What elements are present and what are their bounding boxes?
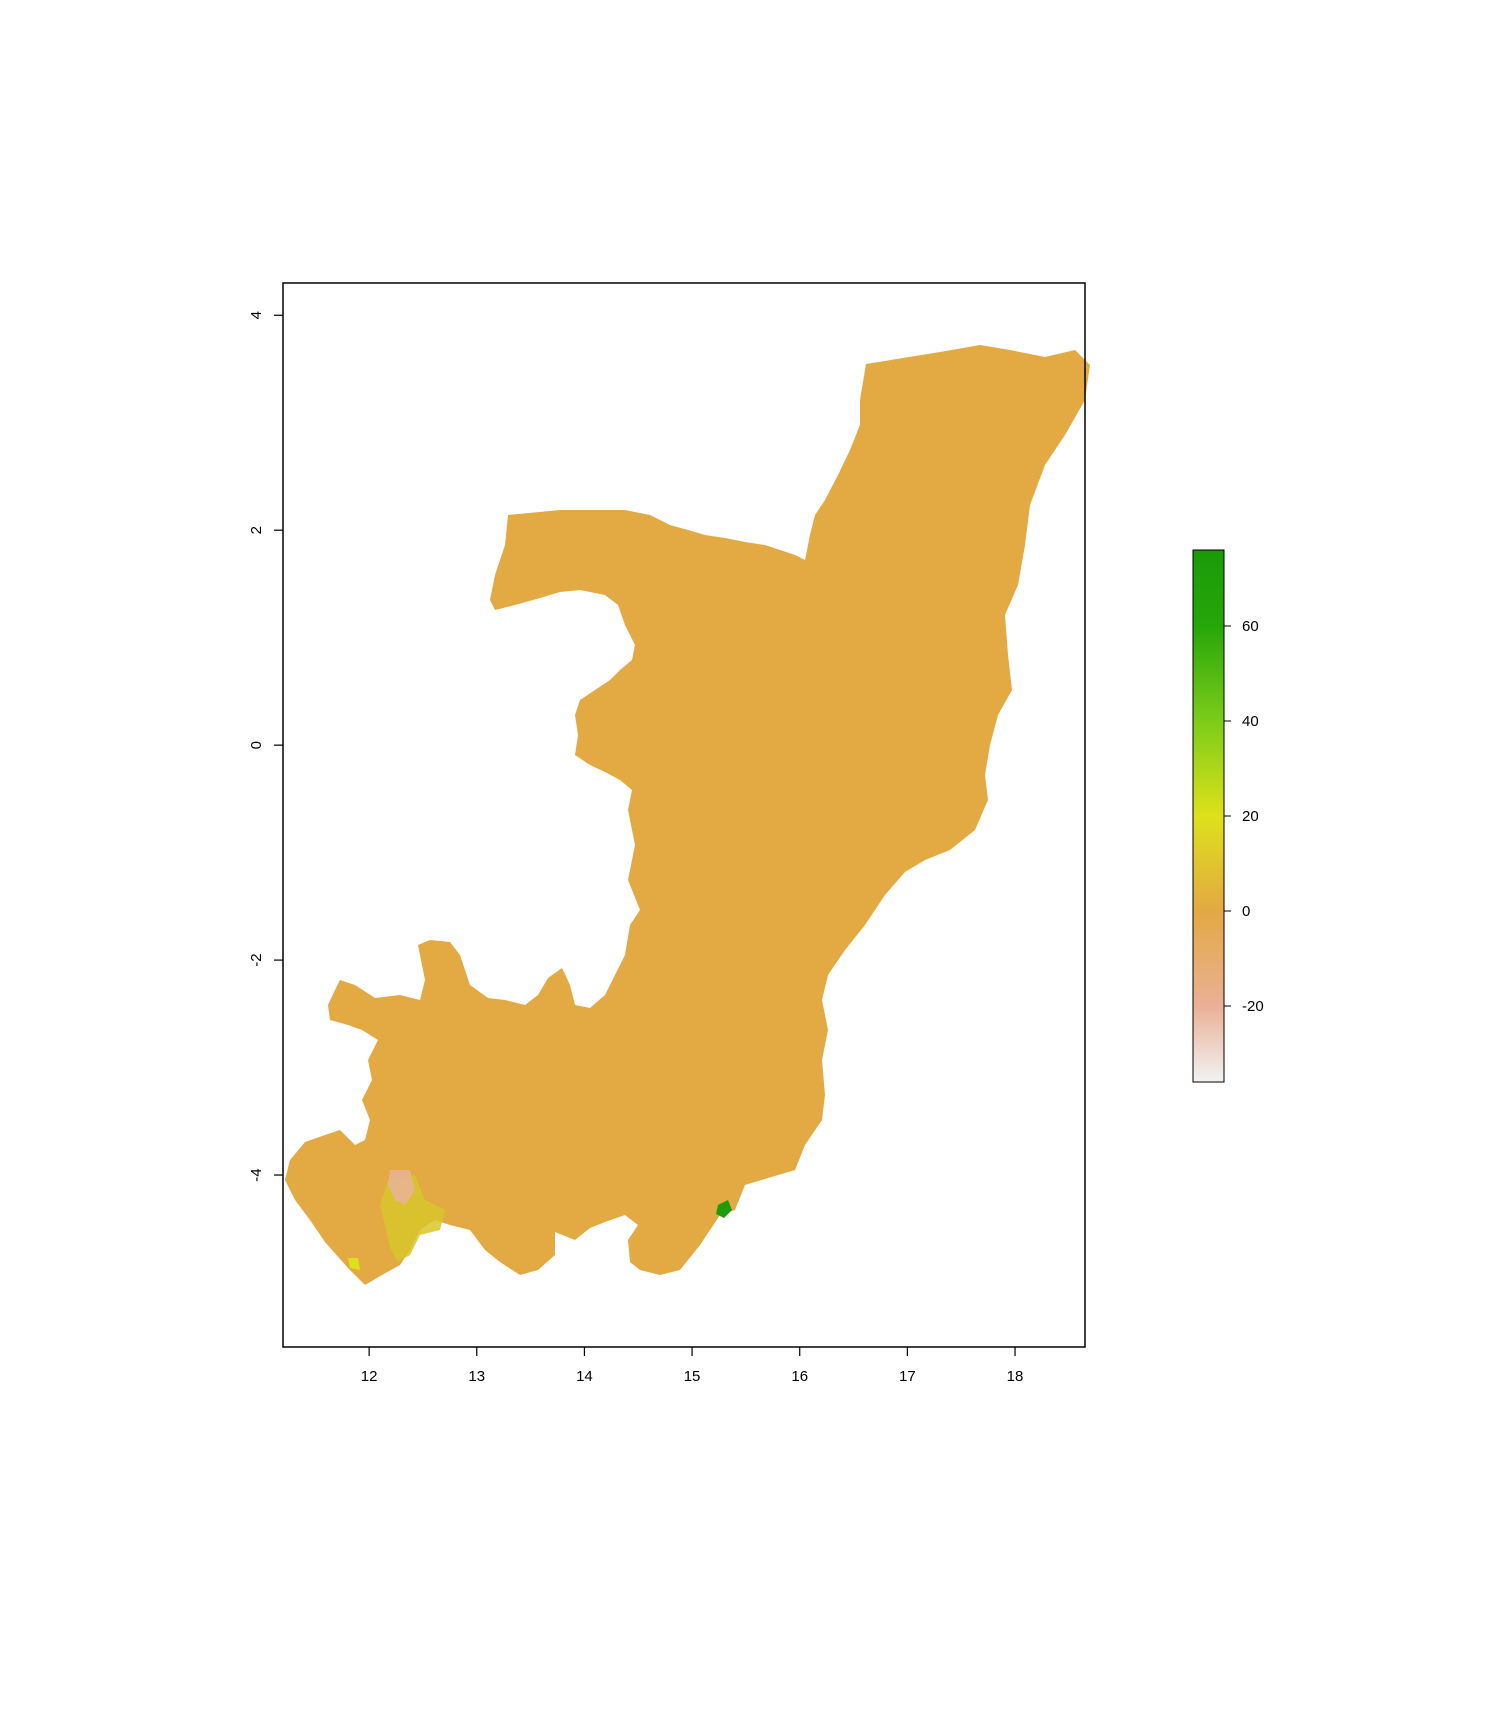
y-tick-label: 0 — [248, 741, 265, 749]
y-tick-label: 2 — [248, 526, 265, 534]
legend-axis: 60 40 20 0 -20 — [1224, 618, 1264, 1015]
y-tick-label: -2 — [248, 953, 265, 966]
x-tick-label: 16 — [791, 1368, 808, 1385]
y-axis: 4 2 0 -2 -4 — [248, 311, 283, 1182]
legend-tick-label: -20 — [1242, 998, 1264, 1015]
x-tick-label: 18 — [1007, 1368, 1024, 1385]
legend-tick-label: 0 — [1242, 903, 1250, 920]
x-tick-label: 12 — [361, 1368, 378, 1385]
country-raster-region — [285, 345, 1090, 1285]
coastal-edge-patch — [348, 1258, 360, 1270]
y-tick-label: 4 — [248, 311, 265, 319]
high-value-hotspot — [716, 1200, 732, 1218]
legend-colorbar — [1192, 549, 1225, 1083]
legend-tick-label: 20 — [1242, 808, 1259, 825]
x-tick-label: 17 — [899, 1368, 916, 1385]
x-tick-label: 13 — [468, 1368, 485, 1385]
x-axis: 12 13 14 15 16 17 18 — [361, 1347, 1024, 1385]
y-tick-label: -4 — [248, 1168, 265, 1181]
plot-frame — [282, 282, 1086, 1348]
x-tick-label: 15 — [684, 1368, 701, 1385]
legend-tick-label: 60 — [1242, 618, 1259, 635]
legend-tick-label: 40 — [1242, 713, 1259, 730]
x-tick-label: 14 — [576, 1368, 593, 1385]
low-value-patch — [388, 1170, 415, 1205]
